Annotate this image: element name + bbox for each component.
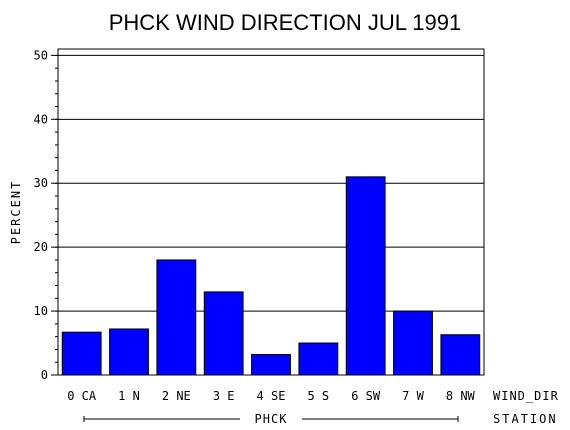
x-tick-label: 3 E xyxy=(213,389,235,403)
bar xyxy=(203,291,244,376)
x-tick-label: 7 W xyxy=(402,389,424,403)
bar xyxy=(298,342,339,376)
x-tick-label: 6 SW xyxy=(351,389,381,403)
bar xyxy=(109,328,149,376)
x-axis-label: WIND_DIR xyxy=(493,389,559,403)
y-tick-label: 10 xyxy=(34,304,48,318)
x-tick-label: 0 CA xyxy=(67,389,97,403)
x-tick-labels: 0 CA 1 N 2 NE 3 E 4 SE 5 S 6 SW 7 W 8 NW xyxy=(67,389,475,403)
bar xyxy=(61,331,102,376)
chart-title: PHCK WIND DIRECTION JUL 1991 xyxy=(109,10,461,35)
y-tick-label: 20 xyxy=(34,240,48,254)
plot-frame xyxy=(57,48,485,376)
grid-lines xyxy=(58,54,484,312)
x-tick-label: 1 N xyxy=(118,389,140,403)
group-axis-label: STATION xyxy=(493,412,558,426)
y-tick-label: 50 xyxy=(34,48,48,62)
bar xyxy=(440,334,481,376)
y-tick-label: 30 xyxy=(34,176,48,190)
bar xyxy=(393,310,433,376)
bar xyxy=(345,176,386,376)
y-axis-ticks: 0 10 20 30 40 50 xyxy=(34,48,58,382)
x-tick-label: 2 NE xyxy=(162,389,191,403)
y-tick-label: 0 xyxy=(41,368,48,382)
group-label: PHCK xyxy=(255,412,288,426)
x-tick-label: 8 NW xyxy=(446,389,476,403)
x-tick-label: 5 S xyxy=(307,389,329,403)
bar xyxy=(251,354,291,376)
y-axis-label: PERCENT xyxy=(9,180,23,245)
x-tick-label: 4 SE xyxy=(257,389,286,403)
bars xyxy=(61,176,481,376)
bar xyxy=(156,259,197,376)
y-tick-label: 40 xyxy=(34,112,48,126)
